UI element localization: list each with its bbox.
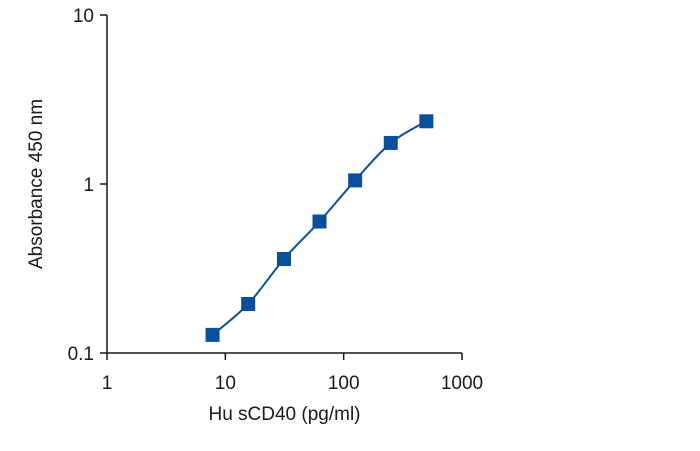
y-tick-label: 0.1 xyxy=(68,344,94,365)
y-tick-label: 10 xyxy=(73,6,94,27)
x-tick-label: 10 xyxy=(215,373,236,394)
y-ticks: 0.1 1 10 xyxy=(68,6,107,365)
data-points xyxy=(205,114,434,342)
y-axis-title: Absorbance 450 nm xyxy=(26,99,47,269)
x-tick-label: 1000 xyxy=(441,373,483,394)
x-tick-label: 100 xyxy=(328,373,360,394)
x-tick-label: 1 xyxy=(102,373,113,394)
data-point xyxy=(312,214,327,229)
x-ticks: 1 10 100 1000 xyxy=(102,353,483,394)
data-point xyxy=(419,114,434,129)
data-point xyxy=(348,173,363,188)
x-axis-title: Hu sCD40 (pg/ml) xyxy=(208,404,360,425)
data-point xyxy=(241,296,256,311)
data-point xyxy=(205,327,220,342)
y-tick-label: 1 xyxy=(83,175,94,196)
data-point xyxy=(276,251,291,266)
data-point xyxy=(383,135,398,150)
axes xyxy=(106,15,462,354)
